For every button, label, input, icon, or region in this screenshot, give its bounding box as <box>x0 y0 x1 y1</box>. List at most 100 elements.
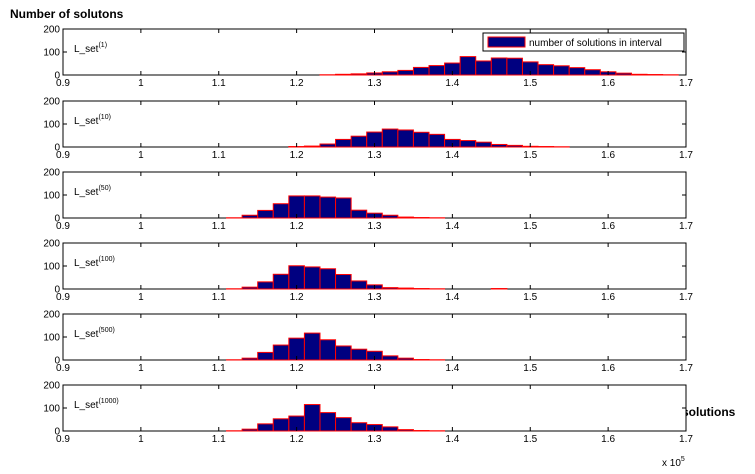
histogram-bar <box>475 141 492 148</box>
panel-label-superscript: (1) <box>98 42 107 49</box>
histogram-bar <box>381 214 399 219</box>
histogram-bar <box>381 128 399 148</box>
x-tick-label: 1.7 <box>679 78 693 89</box>
x-tick-label: 1.6 <box>601 363 615 374</box>
panel-label-base: L_set <box>74 116 99 127</box>
y-tick-label: 200 <box>43 97 60 108</box>
x-tick-label: 0.9 <box>56 78 70 89</box>
x-tick-label: 1.1 <box>212 78 226 89</box>
histogram-bar <box>350 422 368 432</box>
x-tick-label: 0.9 <box>56 221 70 232</box>
x-tick-label: 1.2 <box>290 363 304 374</box>
x-tick-label: 1.2 <box>290 434 304 445</box>
histogram-bar <box>397 69 414 76</box>
x-tick-label: 1.4 <box>445 221 459 232</box>
x-tick-label: 1.4 <box>445 150 459 161</box>
x-tick-label: 1.4 <box>445 434 459 445</box>
x-tick-label: 1.3 <box>368 434 382 445</box>
subplot-2: 0 100 200 0.9 1 1.1 1.2 1.3 1.4 1.5 1.6 1.7 L_set(10… <box>43 97 693 162</box>
legend-label: number of solutions in interval <box>529 38 662 49</box>
x-tick-label: 1.2 <box>290 292 304 303</box>
x-tick-label: 1.2 <box>290 78 304 89</box>
histogram-bar <box>257 281 274 290</box>
y-tick-label: 0 <box>54 285 60 296</box>
histogram-bar <box>428 133 446 148</box>
histogram-bar <box>272 203 290 219</box>
histogram-bar <box>257 351 274 361</box>
panel-label-superscript: (500) <box>98 327 114 334</box>
x-tick-label: 1 <box>138 78 144 89</box>
panel-label-base: L_set <box>74 44 99 55</box>
histogram-bar <box>381 71 399 76</box>
histogram-bar <box>397 287 414 290</box>
histogram-bar <box>630 73 648 76</box>
x-exponent-base: x 10 <box>662 458 681 469</box>
x-tick-label: 1.6 <box>601 78 615 89</box>
x-tick-label: 1.3 <box>368 363 382 374</box>
x-tick-label: 0.9 <box>56 150 70 161</box>
histogram-bar <box>475 60 492 76</box>
y-tick-label: 200 <box>43 239 60 250</box>
panel-label: L_set(100) <box>74 256 115 269</box>
histogram-bar <box>506 144 523 148</box>
legend-swatch <box>487 36 526 48</box>
panel-label: L_set(1000) <box>74 398 119 411</box>
y-tick-label: 100 <box>43 404 60 415</box>
histogram-bar <box>397 129 414 148</box>
y-tick-label: 200 <box>43 310 60 321</box>
panel-label: L_set(500) <box>74 327 115 340</box>
x-tick-label: 1.1 <box>212 221 226 232</box>
x-tick-label: 1.7 <box>679 292 693 303</box>
histogram-bar <box>428 65 446 76</box>
histogram-bar <box>303 195 321 219</box>
x-tick-label: 1.2 <box>290 150 304 161</box>
y-tick-label: 0 <box>54 143 60 154</box>
histogram-bar <box>257 209 274 219</box>
histogram-bar <box>584 69 601 76</box>
x-tick-label: 1.2 <box>290 221 304 232</box>
histogram-bar <box>335 73 352 76</box>
histogram-bar <box>319 339 337 361</box>
histogram-bar <box>553 65 570 76</box>
x-tick-label: 1.3 <box>368 292 382 303</box>
panel-label-base: L_set <box>74 258 99 269</box>
x-tick-label: 1.1 <box>212 363 226 374</box>
histogram-bar <box>350 209 368 219</box>
x-tick-label: 1.7 <box>679 363 693 374</box>
x-tick-label: 1.4 <box>445 363 459 374</box>
y-tick-label: 100 <box>43 191 60 202</box>
histogram-bar <box>303 266 321 290</box>
panel-label-superscript: (1000) <box>98 398 118 405</box>
y-tick-label: 100 <box>43 120 60 131</box>
x-tick-label: 1.5 <box>523 434 537 445</box>
histogram-bar <box>350 73 368 76</box>
x-tick-label: 1.1 <box>212 292 226 303</box>
histogram-bar <box>412 66 430 76</box>
histogram-bar <box>303 404 321 432</box>
x-tick-label: 1.6 <box>601 221 615 232</box>
x-tick-label: 1.6 <box>601 292 615 303</box>
x-exponent-power: 5 <box>681 456 685 463</box>
panel-label-base: L_set <box>74 187 99 198</box>
histogram-bar <box>490 143 508 148</box>
histogram-bar <box>459 56 477 76</box>
panel-label: L_set(1) <box>74 42 107 55</box>
histogram-bar <box>335 138 352 148</box>
axes-box <box>62 242 687 290</box>
panel-label-superscript: (100) <box>98 256 114 263</box>
x-tick-label: 0.9 <box>56 363 70 374</box>
histogram-bar <box>241 428 259 432</box>
histogram-bar <box>490 57 508 76</box>
histogram-bar <box>303 332 321 361</box>
x-tick-label: 1.5 <box>523 78 537 89</box>
x-tick-label: 1.6 <box>601 434 615 445</box>
x-tick-label: 1.1 <box>212 150 226 161</box>
x-tick-label: 1 <box>138 221 144 232</box>
subplot-4: 0 100 200 0.9 1 1.1 1.2 1.3 1.4 1.5 1.6 1.7 L_set(10… <box>43 239 693 304</box>
x-tick-label: 1.1 <box>212 434 226 445</box>
y-tick-label: 0 <box>54 356 60 367</box>
x-tick-label: 0.9 <box>56 434 70 445</box>
x-tick-label: 1 <box>138 292 144 303</box>
panel-label: L_set(10) <box>74 114 111 127</box>
